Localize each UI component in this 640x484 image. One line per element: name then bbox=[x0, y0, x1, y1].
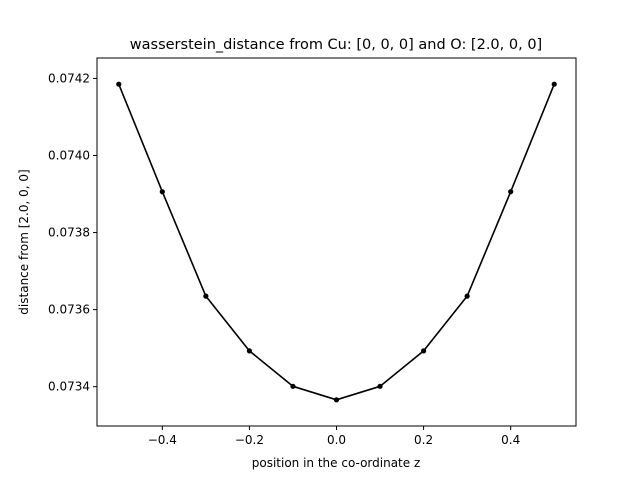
y-tick-label: 0.0742 bbox=[48, 71, 90, 85]
x-tick-label: 0.0 bbox=[327, 433, 346, 447]
data-point bbox=[551, 81, 557, 87]
chart-title: wasserstein_distance from Cu: [0, 0, 0] … bbox=[130, 37, 542, 53]
data-point bbox=[290, 383, 296, 389]
x-tick-label: −0.4 bbox=[148, 433, 177, 447]
y-axis-ticks: 0.0734 0.0736 0.0738 0.0740 0.0742 bbox=[48, 71, 97, 394]
data-point bbox=[377, 383, 383, 389]
data-point bbox=[116, 81, 122, 87]
data-point bbox=[203, 293, 209, 299]
data-point bbox=[159, 189, 165, 195]
y-tick-label: 0.0736 bbox=[48, 303, 90, 317]
y-tick-label: 0.0734 bbox=[48, 380, 90, 394]
x-axis-label: position in the co-ordinate z bbox=[252, 456, 421, 470]
x-axis-ticks: −0.4 −0.2 0.0 0.2 0.4 bbox=[148, 426, 520, 447]
y-tick-label: 0.0740 bbox=[48, 148, 90, 162]
series-layer bbox=[116, 81, 557, 403]
x-tick-label: −0.2 bbox=[235, 433, 264, 447]
data-point bbox=[246, 348, 253, 354]
data-point bbox=[333, 397, 340, 403]
x-tick-label: 0.2 bbox=[414, 433, 433, 447]
y-axis-label: distance from [2.0, 0, 0] bbox=[17, 169, 31, 314]
data-point bbox=[508, 189, 514, 195]
data-point bbox=[420, 348, 427, 354]
x-tick-label: 0.4 bbox=[501, 433, 520, 447]
y-tick-label: 0.0738 bbox=[48, 226, 90, 240]
data-point bbox=[464, 293, 470, 299]
